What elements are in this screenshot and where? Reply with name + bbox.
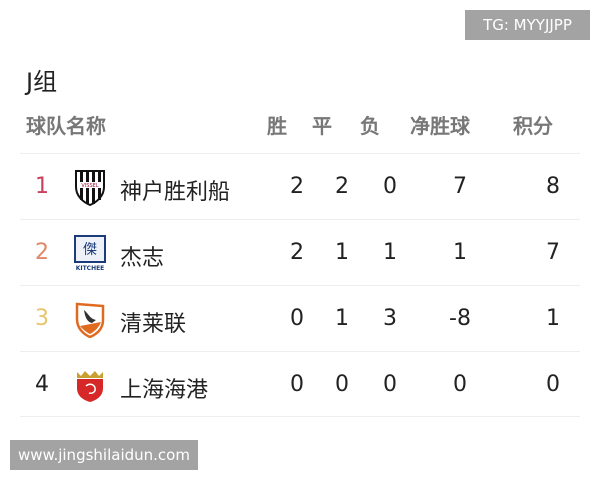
watermark-bottom: www.jingshilaidun.com bbox=[10, 440, 198, 470]
header-draw: 平 bbox=[312, 114, 332, 138]
goal-difference: -8 bbox=[449, 306, 471, 331]
wins: 2 bbox=[290, 174, 304, 199]
losses: 3 bbox=[383, 306, 397, 331]
watermark-top: TG: MYYJJPP bbox=[465, 10, 590, 40]
header-win: 胜 bbox=[267, 114, 287, 138]
table-row[interactable]: 1 VISSEL 神户胜利船 2 2 0 7 8 bbox=[20, 153, 580, 219]
draws: 0 bbox=[335, 372, 349, 397]
team-name: 清莱联 bbox=[120, 312, 187, 337]
team-name: 上海海港 bbox=[120, 378, 209, 403]
header-loss: 负 bbox=[360, 114, 380, 138]
goal-difference: 0 bbox=[453, 372, 467, 397]
points: 1 bbox=[546, 306, 560, 331]
svg-text:KITCHEE: KITCHEE bbox=[76, 265, 105, 272]
table-row[interactable]: 3 清莱联 0 1 3 -8 1 bbox=[20, 285, 580, 351]
team-name: 杰志 bbox=[120, 246, 165, 271]
table-row[interactable]: 4 上海海港 0 0 0 0 0 bbox=[20, 351, 580, 417]
header-pts: 积分 bbox=[513, 114, 553, 138]
rank: 2 bbox=[35, 240, 49, 265]
shanghai-port-logo bbox=[77, 371, 103, 402]
goal-difference: 1 bbox=[453, 240, 467, 265]
points: 8 bbox=[546, 174, 560, 199]
losses: 1 bbox=[383, 240, 397, 265]
vissel-kobe-logo: VISSEL bbox=[75, 170, 105, 206]
points: 7 bbox=[546, 240, 560, 265]
standings-table: 1 VISSEL 神户胜利船 2 2 0 7 8 2 傑 KITCHEE 杰志 … bbox=[20, 153, 580, 417]
goal-difference: 7 bbox=[453, 174, 467, 199]
draws: 2 bbox=[335, 174, 349, 199]
team-name: 神户胜利船 bbox=[120, 180, 231, 205]
losses: 0 bbox=[383, 174, 397, 199]
wins: 2 bbox=[290, 240, 304, 265]
wins: 0 bbox=[290, 372, 304, 397]
rank: 1 bbox=[35, 174, 49, 199]
draws: 1 bbox=[335, 306, 349, 331]
group-title: J组 bbox=[26, 68, 58, 96]
rank: 4 bbox=[35, 372, 49, 397]
header-gd: 净胜球 bbox=[410, 114, 470, 138]
rank: 3 bbox=[35, 306, 49, 331]
header-team: 球队名称 bbox=[26, 114, 106, 138]
chiangrai-united-logo bbox=[75, 302, 105, 338]
draws: 1 bbox=[335, 240, 349, 265]
kitchee-logo: 傑 KITCHEE bbox=[74, 235, 106, 272]
points: 0 bbox=[546, 372, 560, 397]
losses: 0 bbox=[383, 372, 397, 397]
table-header: 球队名称 胜 平 负 净胜球 积分 bbox=[0, 110, 600, 140]
table-row[interactable]: 2 傑 KITCHEE 杰志 2 1 1 1 7 bbox=[20, 219, 580, 285]
svg-text:傑: 傑 bbox=[83, 242, 97, 258]
svg-text:VISSEL: VISSEL bbox=[81, 183, 98, 189]
wins: 0 bbox=[290, 306, 304, 331]
